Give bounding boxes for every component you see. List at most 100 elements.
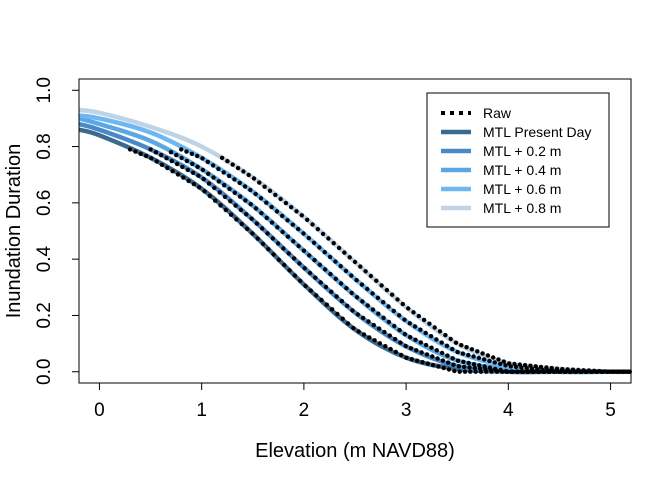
raw-point xyxy=(597,368,602,374)
raw-point xyxy=(149,156,154,161)
raw-point xyxy=(339,298,345,304)
raw-point xyxy=(223,207,228,213)
raw-point xyxy=(311,240,317,245)
raw-point xyxy=(538,364,544,370)
raw-point xyxy=(381,315,386,320)
raw-point xyxy=(218,203,223,208)
raw-point xyxy=(347,255,352,260)
raw-point xyxy=(211,175,216,180)
raw-point xyxy=(453,340,459,345)
legend-label: MTL + 0.2 m xyxy=(483,143,561,159)
raw-point xyxy=(395,297,400,302)
raw-point xyxy=(560,366,565,372)
raw-point xyxy=(222,183,227,188)
raw-point xyxy=(407,321,412,326)
legend-item: Raw xyxy=(441,105,512,121)
raw-point xyxy=(338,264,343,269)
raw-point xyxy=(437,329,443,334)
raw-point xyxy=(282,262,287,268)
raw-point xyxy=(280,213,285,219)
raw-point xyxy=(487,365,493,370)
raw-point xyxy=(439,340,444,345)
raw-point xyxy=(618,369,623,374)
raw-point xyxy=(457,369,462,374)
raw-point xyxy=(400,301,405,307)
y-tick-label: 1.0 xyxy=(34,77,55,103)
raw-point xyxy=(153,150,159,155)
raw-point xyxy=(507,361,512,366)
raw-point xyxy=(216,179,221,184)
raw-point xyxy=(384,287,390,293)
raw-point xyxy=(469,347,475,352)
raw-point xyxy=(512,361,517,367)
raw-point xyxy=(185,167,190,173)
raw-point xyxy=(391,308,396,314)
raw-point xyxy=(455,349,460,355)
raw-point xyxy=(439,350,445,356)
raw-point xyxy=(226,173,232,179)
x-tick-label: 0 xyxy=(94,400,105,421)
y-tick-label: 0.6 xyxy=(34,190,55,216)
raw-point xyxy=(248,187,253,193)
raw-point xyxy=(435,356,440,361)
raw-point xyxy=(425,361,430,366)
raw-point xyxy=(375,295,381,300)
raw-point xyxy=(365,303,370,308)
raw-point xyxy=(570,367,576,372)
raw-point xyxy=(206,181,212,186)
raw-point xyxy=(370,307,376,312)
raw-point xyxy=(312,257,317,263)
raw-point xyxy=(392,336,398,342)
raw-point xyxy=(367,335,372,340)
raw-point xyxy=(285,234,291,239)
raw-point xyxy=(476,355,482,361)
raw-point xyxy=(398,340,403,345)
raw-point xyxy=(212,185,217,191)
raw-point xyxy=(297,261,302,266)
raw-point xyxy=(359,282,365,287)
raw-point xyxy=(285,218,290,223)
raw-point xyxy=(498,361,503,367)
raw-point xyxy=(248,202,253,207)
raw-points xyxy=(127,147,632,374)
raw-point xyxy=(318,280,323,285)
raw-point xyxy=(519,369,524,374)
raw-point xyxy=(524,369,530,374)
raw-point xyxy=(554,366,560,371)
raw-point xyxy=(200,167,206,173)
raw-point xyxy=(238,207,244,213)
raw-point xyxy=(403,343,408,349)
raw-point xyxy=(430,362,436,368)
raw-point xyxy=(253,206,259,211)
raw-point xyxy=(397,327,402,333)
raw-point xyxy=(411,310,416,315)
raw-point xyxy=(329,289,334,294)
raw-point xyxy=(250,231,255,236)
raw-point xyxy=(237,180,242,186)
raw-point xyxy=(408,346,414,351)
raw-point xyxy=(230,162,235,167)
raw-point xyxy=(210,163,216,168)
raw-point xyxy=(432,325,437,330)
raw-point xyxy=(239,221,244,227)
raw-point xyxy=(501,359,506,364)
raw-point xyxy=(450,346,455,352)
raw-point xyxy=(440,358,446,363)
raw-point xyxy=(428,334,434,339)
raw-point xyxy=(301,231,306,236)
raw-point xyxy=(191,181,197,187)
raw-point xyxy=(355,312,361,317)
legend-label: MTL + 0.8 m xyxy=(483,200,561,216)
raw-point xyxy=(462,364,467,370)
raw-point xyxy=(376,311,381,316)
raw-point xyxy=(170,169,175,174)
raw-point xyxy=(317,262,322,267)
raw-point xyxy=(189,151,195,156)
legend-label: MTL Present Day xyxy=(483,124,591,140)
raw-point xyxy=(138,151,143,156)
raw-point xyxy=(412,324,418,329)
raw-point xyxy=(503,363,508,368)
raw-point xyxy=(466,352,471,358)
raw-point xyxy=(443,332,448,338)
